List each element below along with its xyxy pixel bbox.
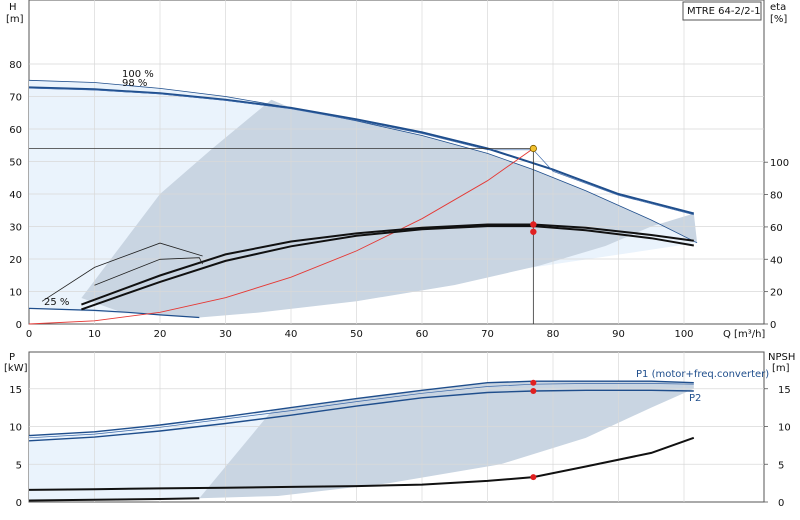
chart-title: MTRE 64-2/2-1 (687, 6, 761, 17)
upper-marker-2 (530, 228, 537, 235)
q-tick-label: 40 (285, 329, 298, 340)
eta-tick-label: 40 (770, 255, 783, 266)
series-power-2 (28, 389, 694, 442)
label-98-percent: 98 % (122, 78, 147, 89)
series-npsh-3 (28, 436, 695, 491)
label-p2: P2 (689, 393, 701, 404)
series-eta-thin-7 (41, 242, 203, 302)
q-tick-label: 30 (219, 329, 232, 340)
upper-fill-regions (29, 80, 698, 318)
lower-curves (28, 379, 695, 502)
title-box (682, 1, 762, 21)
q-tick-label: 10 (88, 329, 101, 340)
upper-marker-1 (530, 221, 537, 228)
npsh-tick-label: 5 (778, 460, 784, 471)
eta-tick-label: 80 (770, 191, 783, 202)
eta-axis-label: eta (770, 2, 786, 13)
h-tick-label: 80 (9, 60, 22, 71)
lower-tick-labels: 0 5 10 15 0 5 10 15 (9, 385, 790, 509)
lower-grid (29, 352, 764, 502)
h-tick-label: 70 (9, 93, 22, 104)
upper-curves (28, 79, 698, 325)
q-tick-label: 90 (612, 329, 625, 340)
q-tick-label: 80 (547, 329, 560, 340)
series-system-4 (28, 148, 534, 325)
series-power-0 (28, 380, 694, 437)
h-tick-label: 0 (16, 320, 22, 331)
label-100-percent: 100 % (122, 69, 154, 80)
lower-marker-0 (530, 379, 537, 386)
series-power-min-4 (28, 497, 200, 502)
h-tick-label: 20 (9, 255, 22, 266)
series-head-min-3 (28, 307, 200, 319)
eta-axis-unit: [%] (770, 14, 787, 25)
p-axis-label: P (9, 352, 15, 363)
p-tick-label: 0 (16, 498, 22, 509)
lower-marker-2 (530, 474, 537, 481)
series-eta-thin-8 (94, 257, 203, 286)
q-tick-label: 0 (26, 329, 32, 340)
q-tick-label: 100 (674, 329, 693, 340)
q-axis-label: Q [m³/h] (723, 329, 765, 340)
series-power-1 (28, 383, 694, 439)
p-axis-unit: [kW] (4, 363, 28, 374)
h-axis-unit: [m] (6, 14, 24, 25)
p-tick-label: 15 (9, 385, 22, 396)
upper-tick-labels: 0 10 20 30 40 50 60 70 80 90 100 0 10 20 30 40 50 60 70 80 0… (9, 60, 789, 340)
eta-tick-label: 0 (770, 320, 776, 331)
h-tick-label: 10 (9, 288, 22, 299)
h-tick-label: 30 (9, 223, 22, 234)
series-head-inner-2 (28, 87, 694, 216)
q-tick-label: 20 (154, 329, 167, 340)
label-p1: P1 (motor+freq.converter) (636, 369, 769, 380)
eta-tick-label: 60 (770, 223, 783, 234)
series-head-max-1 (28, 86, 695, 215)
upper-grid (29, 0, 764, 324)
h-tick-label: 60 (9, 125, 22, 136)
h-axis-label: H (9, 2, 17, 13)
q-tick-label: 70 (481, 329, 494, 340)
npsh-tick-label: 15 (778, 385, 791, 396)
series-eta-5 (81, 225, 694, 311)
eta-tick-label: 20 (770, 288, 783, 299)
eta-tick-label: 100 (770, 158, 789, 169)
q-tick-label: 60 (416, 329, 429, 340)
series-eta-6 (81, 223, 694, 306)
power-dark-fill (199, 381, 694, 499)
lower-plot-frame (28, 351, 765, 503)
h-tick-label: 50 (9, 158, 22, 169)
npsh-tick-label: 10 (778, 423, 791, 434)
p-tick-label: 5 (16, 460, 22, 471)
label-25-percent: 25 % (44, 297, 69, 308)
npsh-axis-label: NPSH (768, 352, 795, 363)
operating-range-dark-fill (81, 99, 698, 318)
series-head-max-0 (28, 79, 698, 244)
lower-marker-1 (530, 388, 537, 395)
h-tick-label: 40 (9, 190, 22, 201)
q-tick-label: 50 (350, 329, 363, 340)
p-tick-label: 10 (9, 423, 22, 434)
lower-fill-regions (29, 381, 694, 501)
upper-marker-0 (529, 144, 537, 153)
npsh-tick-label: 0 (778, 498, 784, 509)
npsh-axis-unit: [m] (772, 363, 790, 374)
